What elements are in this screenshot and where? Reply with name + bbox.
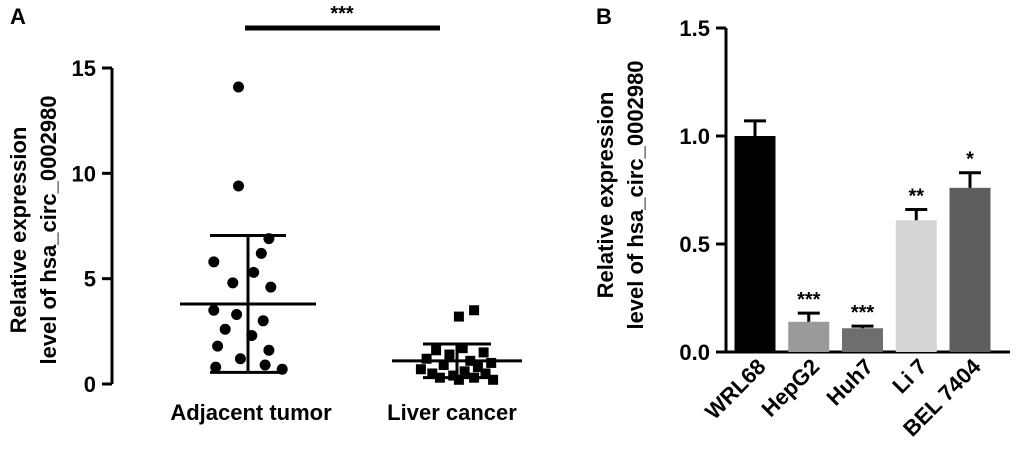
- panel-a-point-adjacent: [263, 344, 275, 356]
- panel-a-point-liver-cancer: [478, 347, 489, 358]
- panel-a-point-adjacent: [255, 247, 267, 259]
- panel-a-point-adjacent: [257, 315, 269, 327]
- panel-a-point-liver-cancer: [469, 305, 480, 316]
- panel-a-point-liver-cancer: [457, 343, 468, 354]
- panel-b-bar: [788, 321, 830, 352]
- panel-a-point-adjacent: [265, 281, 277, 293]
- panel-a-y-tick-label: 10: [72, 161, 96, 186]
- panel-a-y-tick-label: 15: [72, 56, 96, 81]
- panel-a-point-adjacent: [227, 277, 239, 289]
- panel-a-point-liver-cancer: [431, 345, 442, 356]
- panel-a-point-adjacent: [208, 304, 220, 316]
- panel-a-point-adjacent: [234, 353, 246, 365]
- panel-b-category-label: HepG2: [756, 354, 824, 422]
- panel-a-category-adjacent: Adjacent tumor: [170, 400, 332, 425]
- panel-b-significance-label: **: [908, 185, 924, 207]
- panel-a-ylabel-line2: level of hsa_circ_0002980: [36, 95, 61, 364]
- panel-a-point-liver-cancer: [427, 368, 438, 379]
- panel-b-ylabel-line1: Relative expression: [593, 92, 618, 299]
- panel-b-bar: [842, 328, 883, 352]
- panel-b-y-tick-label: 1.0: [679, 124, 710, 149]
- panel-b-significance-label: ***: [851, 302, 875, 324]
- panel-a-point-adjacent: [233, 81, 244, 93]
- panel-b-bar-chart: Relative expression level of hsa_circ_00…: [593, 16, 1010, 441]
- panel-a-point-adjacent: [219, 323, 231, 335]
- panel-b-y-tick-label: 0.5: [679, 232, 710, 257]
- panel-b-ylabel-line2: level of hsa_circ_0002980: [623, 60, 648, 329]
- panel-a-point-adjacent: [210, 361, 222, 373]
- panel-a-point-liver-cancer: [480, 368, 491, 379]
- panel-a-point-adjacent: [248, 266, 260, 278]
- panel-a-point-liver-cancer: [486, 357, 497, 368]
- panel-a-point-liver-cancer: [488, 374, 499, 385]
- panel-a-point-adjacent: [259, 359, 271, 371]
- panel-a-point-adjacent: [231, 308, 243, 320]
- panel-a-point-liver-cancer: [415, 364, 426, 375]
- panel-b-letter: B: [596, 4, 612, 29]
- panel-b-bar: [734, 136, 776, 352]
- panel-b-significance-label: ***: [797, 289, 821, 311]
- panel-a-point-adjacent: [212, 340, 224, 352]
- panel-a-point-liver-cancer: [421, 353, 432, 364]
- panel-a-point-liver-cancer: [453, 374, 464, 385]
- panel-b-significance-label: *: [966, 149, 974, 171]
- panel-b-category-label: WRL68: [700, 354, 770, 424]
- panel-b-y-tick-label: 0.0: [679, 340, 710, 365]
- panel-a-point-adjacent: [233, 180, 244, 192]
- panel-a-point-liver-cancer: [472, 362, 483, 373]
- panel-a-point-liver-cancer: [444, 349, 455, 360]
- panel-a-point-adjacent: [208, 256, 220, 268]
- panel-a-letter: A: [10, 4, 26, 29]
- panel-a-point-liver-cancer: [453, 311, 464, 322]
- panel-a-ylabel-line1: Relative expression: [6, 127, 31, 334]
- panel-a-point-liver-cancer: [459, 366, 470, 377]
- panel-a-point-liver-cancer: [448, 370, 459, 381]
- panel-b-category-label: Li 7: [887, 354, 931, 398]
- panel-b-category-label: Huh7: [821, 354, 878, 411]
- panel-a-comparison-label: ***: [330, 3, 354, 25]
- panel-a-category-liver-cancer: Liver cancer: [387, 400, 517, 425]
- panel-b-y-tick-label: 1.5: [679, 16, 710, 41]
- panel-b-bar: [949, 187, 991, 352]
- panel-a-y-tick-label: 5: [84, 267, 96, 292]
- panel-a-point-liver-cancer: [438, 360, 449, 371]
- panel-b-bar: [895, 220, 937, 352]
- panel-a-y-tick-label: 0: [84, 372, 96, 397]
- panel-a-scatter-plot: Relative expression level of hsa_circ_00…: [6, 3, 522, 425]
